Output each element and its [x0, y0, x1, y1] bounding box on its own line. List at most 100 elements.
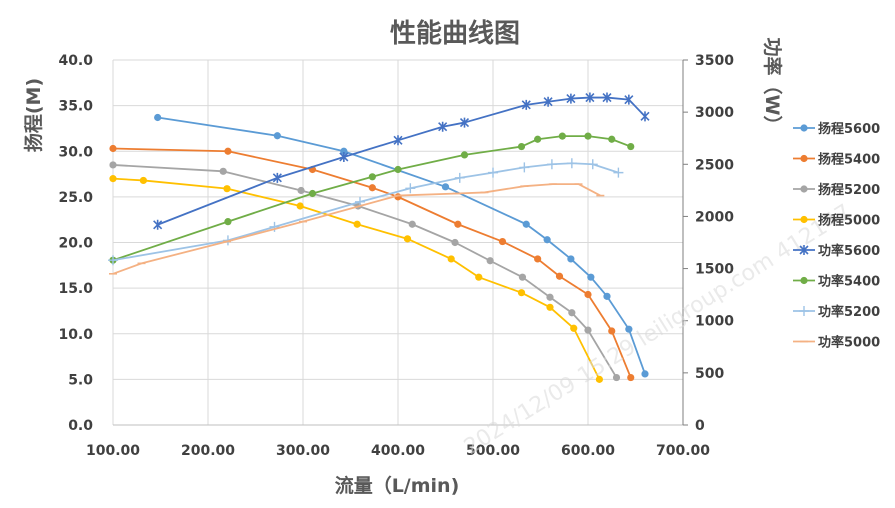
data-point: [460, 151, 469, 159]
series-line: [112, 164, 618, 379]
data-point: [608, 327, 616, 335]
legend-item: 功率5400: [793, 274, 880, 290]
axes: [112, 59, 688, 426]
data-point: [608, 135, 616, 143]
legend-marker: [800, 124, 808, 132]
data-point: [521, 99, 531, 110]
left-y-tick-label: 0.0: [68, 418, 93, 434]
data-point: [584, 290, 592, 299]
data-point: [447, 255, 455, 263]
data-point: [488, 167, 498, 178]
data-point: [543, 236, 551, 244]
data-point: [518, 273, 527, 281]
legend-item: 扬程5200: [793, 182, 880, 198]
left-y-tick-label: 5.0: [68, 372, 93, 388]
series-line: [112, 183, 601, 275]
data-point: [587, 159, 598, 170]
x-axis-ticks: 100.00 200.00 300.00 400.00 500.00 600.00 700.…: [86, 443, 710, 459]
data-point: [308, 189, 317, 198]
data-point: [498, 237, 507, 246]
legend-label: 功率5600: [818, 243, 880, 259]
x-tick-label: 600.00: [561, 443, 615, 459]
data-point: [454, 220, 462, 228]
left-y-tick-label: 40.0: [58, 53, 93, 69]
series-功率5400: [109, 132, 635, 264]
data-point: [486, 257, 494, 265]
right-y-tick-label: 3000: [695, 105, 734, 121]
right-y-tick-label: 1500: [695, 262, 734, 278]
data-point: [393, 135, 403, 146]
data-point: [566, 93, 576, 104]
data-point: [640, 111, 650, 122]
right-y-axis-title: 功率（W）: [761, 38, 784, 135]
x-tick-label: 200.00: [181, 443, 235, 459]
data-point: [224, 218, 232, 226]
right-y-tick-label: 0: [695, 418, 705, 434]
legend-item: 扬程5400: [793, 152, 880, 168]
data-point: [109, 175, 117, 183]
data-point: [612, 373, 621, 382]
data-point: [603, 292, 611, 300]
series-line: [112, 147, 632, 378]
legend-item: 功率5000: [793, 335, 880, 351]
data-point: [602, 92, 612, 103]
data-point: [454, 172, 465, 183]
series-lines: [108, 92, 650, 383]
data-point: [584, 132, 592, 140]
data-point: [272, 172, 282, 183]
data-point: [340, 147, 348, 155]
legend-label: 扬程5000: [818, 213, 880, 229]
data-point: [459, 117, 470, 128]
legend-label: 扬程5400: [818, 152, 880, 168]
data-point: [534, 255, 542, 263]
data-point: [368, 173, 376, 181]
legend-marker: [800, 154, 808, 163]
left-y-tick-label: 35.0: [58, 99, 93, 115]
chart-title: 性能曲线图: [390, 18, 520, 49]
data-point: [585, 92, 595, 103]
left-y-tick-label: 30.0: [58, 144, 93, 160]
data-point: [441, 183, 450, 191]
data-point: [451, 238, 459, 247]
data-point: [566, 158, 577, 169]
data-point: [154, 113, 162, 122]
series-扬程5400: [109, 144, 635, 382]
data-point: [546, 293, 554, 301]
legend-item: 扬程5000: [793, 213, 880, 229]
data-point: [517, 289, 526, 297]
series-功率5600: [153, 92, 650, 230]
legend-label: 扬程5200: [818, 182, 880, 198]
data-point: [555, 272, 564, 280]
data-point: [543, 96, 553, 107]
series-功率5000: [109, 183, 605, 275]
data-point: [224, 147, 232, 155]
legend-marker: [800, 215, 808, 224]
left-y-tick-label: 25.0: [58, 190, 93, 206]
data-point: [153, 219, 163, 230]
data-point: [475, 273, 483, 281]
data-point: [627, 142, 635, 151]
data-point: [109, 161, 117, 169]
x-tick-label: 500.00: [466, 443, 520, 459]
left-y-axis-title: 扬程(M): [22, 78, 45, 152]
data-point: [624, 94, 634, 105]
data-point: [408, 220, 416, 228]
data-point: [139, 176, 147, 185]
series-扬程5200: [109, 161, 621, 382]
data-point: [558, 132, 566, 140]
left-y-tick-label: 10.0: [58, 327, 93, 343]
data-point: [353, 220, 361, 228]
data-point: [595, 375, 604, 383]
legend-label: 功率5000: [818, 335, 880, 351]
legend-marker: [800, 185, 808, 193]
legend-label: 扬程5600: [818, 121, 880, 137]
series-扬程5600: [154, 113, 649, 378]
data-point: [546, 159, 557, 170]
x-axis-title: 流量（L/min): [335, 474, 460, 497]
series-line: [157, 116, 646, 375]
data-point: [273, 132, 281, 140]
right-y-tick-label: 2500: [695, 157, 734, 173]
data-point: [570, 324, 578, 332]
legend-label: 功率5400: [818, 274, 880, 290]
left-y-axis-ticks: 0.0 5.0 10.0 15.0 20.0 25.0 30.0 35.0 40.0: [58, 53, 93, 434]
